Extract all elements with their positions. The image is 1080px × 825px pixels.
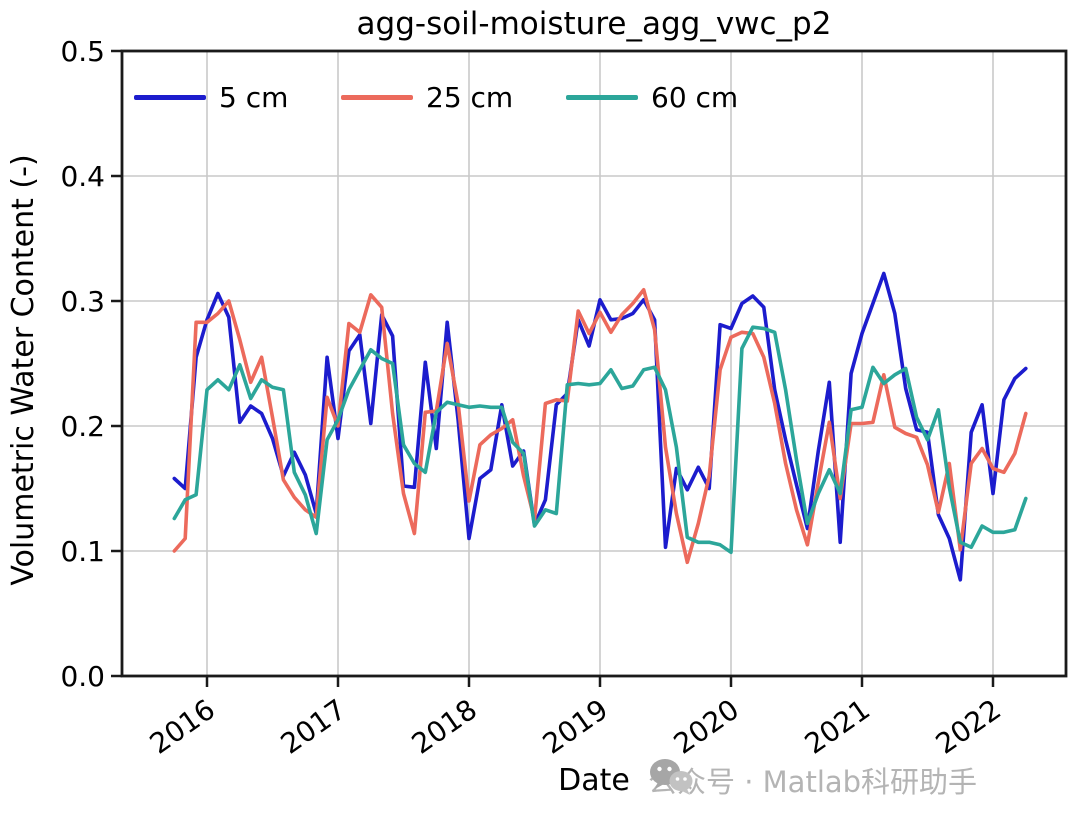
x-tick-label: 2021	[799, 693, 876, 761]
x-tick-label: 2018	[406, 693, 483, 761]
series-line-60cm	[172, 325, 1028, 555]
x-axis-label: Date	[558, 763, 630, 798]
legend-item-60cm: 60 cm	[566, 80, 739, 114]
watermark: 公众号 · Matlab科研助手	[648, 756, 977, 804]
y-tick-label: 0.4	[60, 160, 105, 193]
y-tick-label: 0.2	[60, 410, 105, 443]
legend-label-25cm: 25 cm	[426, 80, 514, 114]
legend-item-5cm: 5 cm	[134, 80, 289, 114]
x-tick-label: 2020	[668, 693, 745, 761]
y-tick-label: 0.0	[60, 660, 105, 693]
chart-title: agg-soil-moisture_agg_vwc_p2	[356, 6, 832, 42]
legend-line-swatch-60cm	[566, 94, 638, 100]
y-tick-label: 0.1	[60, 535, 105, 568]
x-tick-label: 2022	[930, 693, 1007, 761]
legend-label-60cm: 60 cm	[651, 80, 739, 114]
watermark-text: 公众号 · Matlab科研助手	[648, 765, 978, 799]
y-tick-label: 0.3	[60, 285, 105, 318]
x-tick-label: 2017	[275, 693, 352, 761]
legend-label-5cm: 5 cm	[219, 80, 289, 114]
legend-item-25cm: 25 cm	[341, 80, 514, 114]
legend-line-swatch-25cm	[341, 94, 413, 100]
x-tick-label: 2016	[144, 693, 221, 761]
wechat-icon	[650, 759, 693, 795]
y-tick-label: 0.5	[60, 35, 105, 68]
legend-line-swatch-5cm	[134, 94, 206, 100]
axes-frame	[120, 49, 1068, 678]
y-axis-label: Volumetric Water Content (-)	[6, 154, 41, 586]
x-tick-label: 2019	[537, 693, 614, 761]
series-line-25cm	[172, 287, 1028, 565]
